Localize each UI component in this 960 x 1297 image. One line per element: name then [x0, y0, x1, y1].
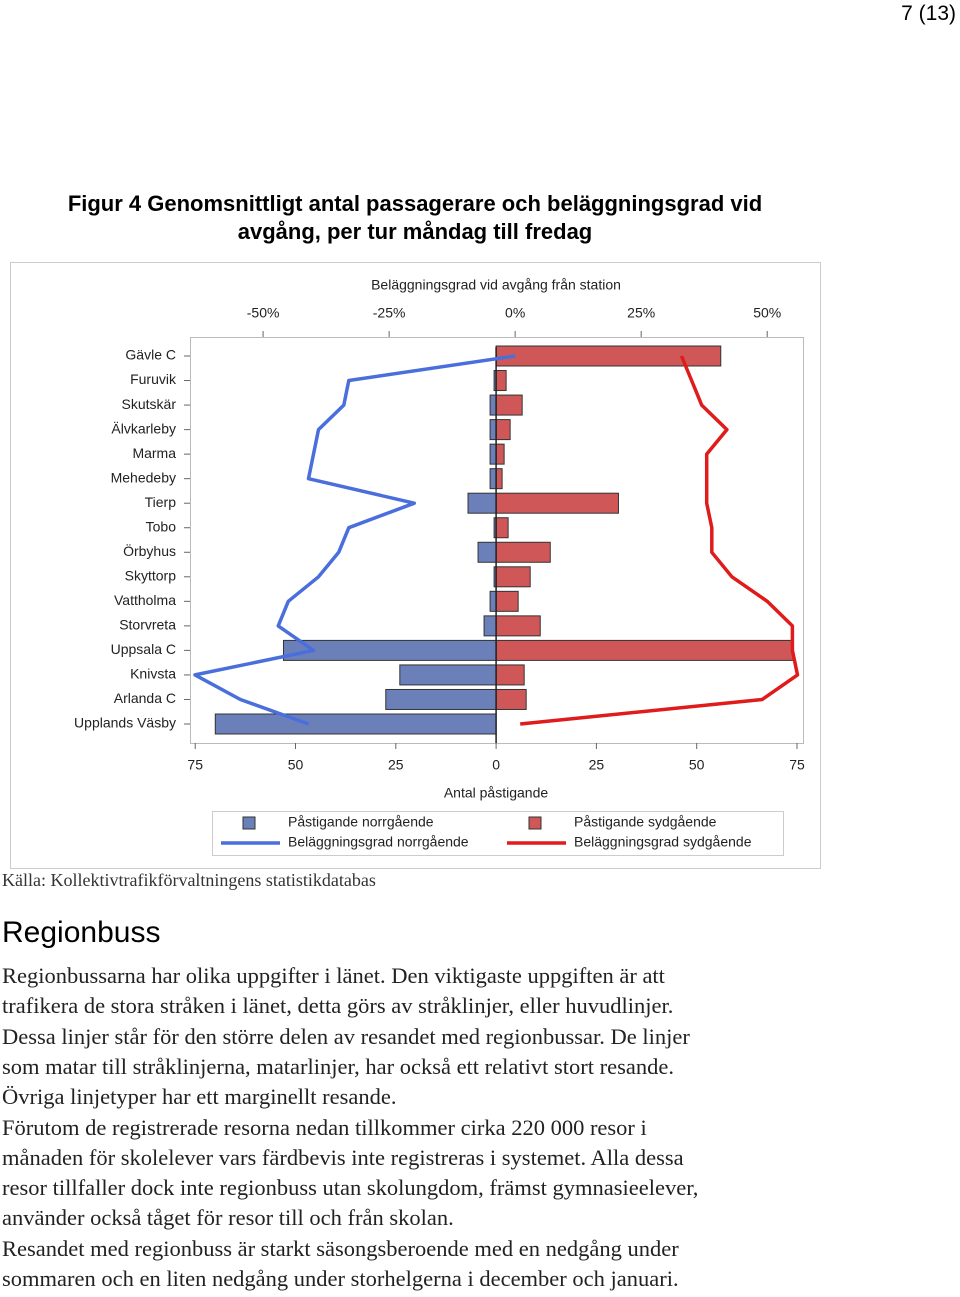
bar: [495, 468, 503, 490]
x2-tick-label: 0%: [505, 305, 525, 321]
bar: [214, 713, 497, 735]
text-line: Övriga linjetyper har ett marginellt res…: [2, 1084, 397, 1110]
x2-tick-label: -25%: [373, 305, 406, 321]
bar: [495, 517, 509, 539]
legend-label: Beläggningsgrad sydgående: [574, 834, 752, 850]
text-line: sommaren och en liten nedgång under stor…: [2, 1266, 679, 1291]
text-line: trafikera de stora stråken i länet, dett…: [2, 993, 674, 1019]
y-tick-label: Knivsta: [130, 666, 176, 682]
bar: [399, 664, 497, 686]
x-tick-label: 25: [388, 757, 404, 773]
bar: [489, 419, 497, 441]
bar: [495, 492, 619, 514]
figure-caption: Figur 4 Genomsnittligt antal passagerare…: [67, 191, 763, 216]
y-tick-label: Marma: [132, 445, 176, 461]
y-tick-label: Älvkarleby: [111, 420, 176, 436]
bar: [282, 639, 497, 661]
text-line: resor tillfaller dock inte regionbuss ut…: [2, 1175, 699, 1201]
y-tick-label: Uppsala C: [111, 641, 176, 657]
text-line: Resandet med regionbuss är starkt säsong…: [2, 1235, 679, 1261]
chart-border: [10, 262, 821, 869]
legend-swatch: [528, 816, 542, 830]
page-number: 7 (13): [901, 2, 956, 25]
text-line: som matar till stråklinjerna, matarlinje…: [2, 1053, 674, 1079]
y-tick-label: Gävle C: [125, 347, 176, 363]
figure-caption: avgång, per tur måndag till fredag: [237, 219, 593, 244]
bar: [483, 615, 497, 637]
bar: [495, 370, 507, 392]
bar: [385, 688, 497, 710]
bar: [495, 688, 527, 710]
x-tick-label: 25: [589, 757, 605, 773]
bar: [495, 345, 722, 367]
y-tick-label: Skyttorp: [125, 568, 177, 584]
y-tick-label: Upplands Väsby: [74, 715, 176, 731]
chart: Beläggningsgrad vid avgång från station …: [10, 262, 821, 869]
source-note: Källa: Kollektivtrafikförvaltningens sta…: [2, 870, 376, 890]
plot-frame: [190, 337, 804, 744]
legend-label: Påstigande sydgående: [574, 814, 717, 830]
bar: [495, 394, 523, 416]
bar: [495, 639, 794, 661]
y-tick-label: Tobo: [146, 518, 177, 534]
bar: [495, 419, 511, 441]
bar: [495, 566, 531, 588]
section-heading: Regionbuss: [2, 916, 161, 949]
bar: [495, 443, 505, 465]
text-line: Förutom de registrerade resorna nedan ti…: [2, 1114, 647, 1140]
line: [520, 355, 800, 726]
x-tick-label: 50: [689, 757, 705, 773]
bar: [489, 468, 497, 490]
x2-tick-label: 50%: [753, 305, 781, 321]
y-tick-label: Mehedeby: [111, 469, 176, 485]
x-tick-label: 75: [789, 757, 805, 773]
bar: [467, 492, 497, 514]
x-tick-label: 75: [187, 757, 203, 773]
y-tick-label: Vattholma: [114, 592, 176, 608]
x2-tick-label: 25%: [627, 305, 655, 321]
line: [193, 354, 516, 726]
y-tick-label: Furuvik: [130, 371, 177, 387]
x2-tick-label: -50%: [247, 305, 280, 321]
bar: [489, 394, 497, 416]
bar: [477, 541, 497, 563]
text-line: Dessa linjer står för den större delen a…: [2, 1023, 690, 1049]
y-tick-label: Skutskär: [122, 396, 177, 412]
y-tick-label: Arlanda C: [114, 690, 176, 706]
legend-swatch: [242, 816, 256, 830]
text-line: använder också tåget för resor till och …: [2, 1205, 454, 1231]
bar: [489, 443, 497, 465]
text-line: månaden för skolelever vars färdbevis in…: [2, 1144, 684, 1170]
x-tick-label: 50: [288, 757, 304, 773]
bar: [495, 664, 525, 686]
legend-label: Beläggningsgrad norrgående: [288, 834, 469, 850]
text-line: Regionbussarna har olika uppgifter i län…: [2, 963, 665, 988]
bar: [489, 590, 497, 612]
y-tick-label: Tierp: [145, 494, 177, 510]
legend-label: Påstigande norrgående: [288, 814, 434, 830]
legend-box: [212, 811, 784, 856]
y-tick-label: Örbyhus: [123, 542, 176, 559]
bar: [495, 615, 541, 637]
bar: [495, 590, 519, 612]
bar: [495, 541, 551, 563]
x-axis-label: Antal påstigande: [444, 785, 549, 801]
y-tick-label: Storvreta: [119, 617, 176, 633]
x2-axis-label: Beläggningsgrad vid avgång från station: [371, 277, 621, 293]
x-tick-label: 0: [492, 757, 500, 773]
